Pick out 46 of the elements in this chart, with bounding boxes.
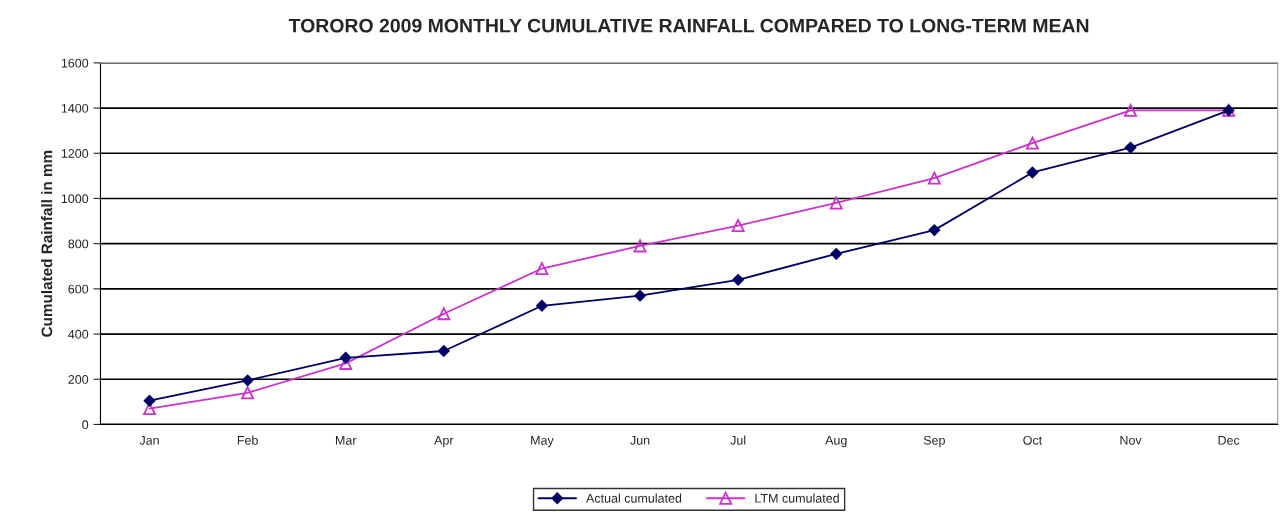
point [731,219,745,233]
x-tick-label: Mar [335,436,357,445]
point [829,196,843,210]
point [437,307,451,321]
x-tick-label: Aug [825,436,847,448]
x-tick-label: Dec [1218,436,1240,445]
point [1124,103,1138,117]
y-tick-label: 0 [82,420,89,430]
point [535,262,549,275]
y-axis-title: Cumulated Rainfall in mm [41,150,53,337]
y-tick-label: 600 [68,284,89,294]
y-tick-label: 200 [68,375,89,384]
point [928,224,941,236]
x-tick-label: Jan [139,436,159,445]
x-tick-label: Feb [237,435,258,445]
point [536,299,548,312]
point [438,345,450,357]
point [927,171,941,185]
legend-label: Actual cumulated [586,493,682,503]
y-tick-label: 1400 [61,103,89,113]
point [633,239,647,253]
point [241,374,254,387]
point [830,248,843,260]
x-tick-label: May [531,436,554,448]
y-tick-label: 1000 [61,194,89,204]
point [1026,166,1039,179]
x-tick-label: Jul [730,435,746,445]
y-tick-label: 800 [68,239,89,249]
point [143,394,156,407]
x-tick-label: Sep [923,435,945,448]
point [339,351,352,364]
x-tick-label: Nov [1120,436,1142,445]
point [143,402,156,416]
legend-label: LTM cumulated [755,493,839,503]
x-tick-label: Jun [630,436,650,445]
y-tick-label: 1600 [61,58,89,68]
point [1025,136,1039,150]
y-tick-label: 1200 [61,149,89,158]
x-tick-label: Oct [1023,435,1043,445]
x-tick-label: Apr [434,436,454,448]
point [634,289,646,302]
y-tick-label: 400 [68,329,89,339]
point [732,274,744,286]
point [1124,141,1137,154]
point [241,386,255,400]
chart-title: TORORO 2009 MONTHLY CUMULATIVE RAINFALL COMPARED TO LONG-TERM MEAN [288,18,1089,33]
